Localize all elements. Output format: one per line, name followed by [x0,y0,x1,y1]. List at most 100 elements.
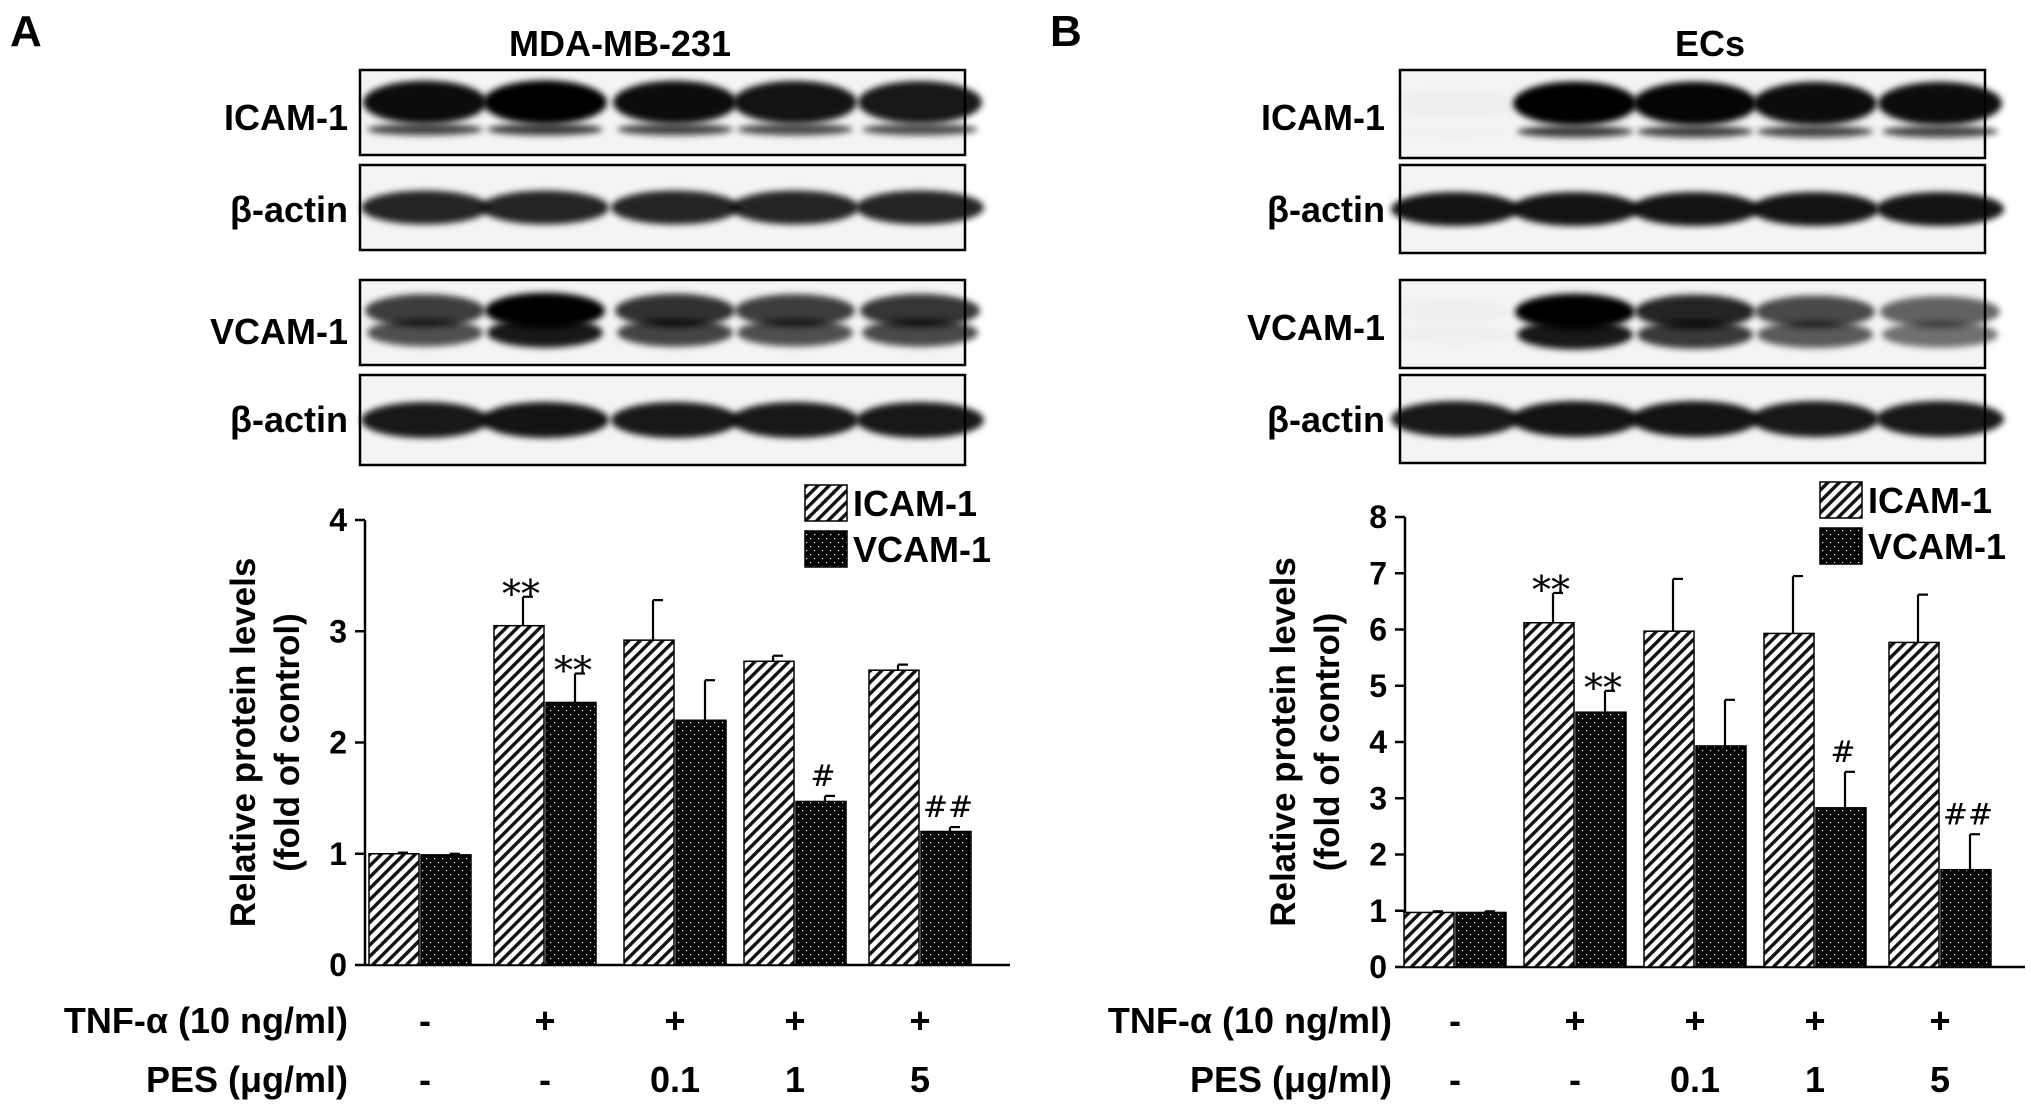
pes-value: 1 [1805,1059,1825,1100]
y-tick-label: 4 [329,502,347,538]
blot-band [1511,192,1639,226]
bar [1643,630,1695,968]
y-tick-label: 2 [1369,837,1387,873]
legend-swatch [1819,481,1863,519]
panel-a-treatments: - + + + + - - 0.1 1 5 [419,1000,931,1100]
blot-band [615,293,735,328]
significance-marker: ## [923,790,973,825]
panel-b-blot-label-icam: ICAM-1 [1261,97,1385,138]
blot-band [481,402,609,438]
blot-band [860,293,980,328]
blot-band [361,190,489,225]
blot-band [856,402,984,438]
bar [1815,807,1867,968]
blot-band [1753,81,1877,126]
blot-band-lower [1757,125,1873,138]
blot-band-lower [1882,321,1998,348]
panel-b-actin1-bands [1391,192,2004,226]
panel-b-blot-label-actin2: β-actin [1267,399,1385,440]
bar [545,701,597,966]
blot-band [1878,81,2002,126]
blot-band [735,294,855,328]
y-tick-label: 2 [329,725,347,761]
blot-band [1513,81,1637,126]
bar [675,719,727,966]
blot-band [1515,293,1635,330]
blot-band-lower [1397,324,1513,344]
bar [1695,745,1747,968]
y-tick-label: 5 [1369,668,1387,704]
blot-band [1391,192,1519,226]
panel-b-blot-label-vcam: VCAM-1 [1247,307,1385,348]
pes-value: 5 [910,1059,930,1100]
blot-band [1751,192,1879,226]
tnf-value: + [784,1000,805,1041]
blot-band-lower [737,318,853,347]
tnf-value: - [419,1000,431,1041]
panel-b-tnf-label: TNF-α (10 ng/ml) [1108,1000,1392,1041]
pes-value: 0.1 [1670,1059,1720,1100]
blot-band [483,80,607,125]
bar [920,830,972,966]
y-axis-label: (fold of control) [1308,613,1347,872]
significance-marker: # [810,759,835,794]
y-tick-label: 3 [329,613,347,649]
significance-marker: ** [502,572,540,616]
significance-marker: ** [1532,568,1570,612]
blot-band [1631,192,1759,226]
blot-band [611,190,739,225]
panel-b-vcam-bands [1397,293,2000,350]
tnf-value: + [1684,1000,1705,1041]
blot-band-lower [487,317,603,348]
blot-band-lower [367,318,483,347]
y-tick-label: 0 [329,947,347,983]
significance-marker: # [1830,735,1855,770]
bar [493,624,545,966]
pes-value: - [419,1059,431,1100]
blot-band-lower [862,123,978,136]
panel-a-blot-label-vcam: VCAM-1 [210,311,348,352]
pes-value: 5 [1930,1059,1950,1100]
blot-band [731,190,859,225]
panel-b-letter: B [1050,7,1082,56]
blot-band-lower [617,123,733,136]
panel-b-bar-chart: 0 1 2 3 4 5 6 7 8 Relative protein levels (fold of… [1264,480,2025,985]
blot-band-lower [367,123,483,136]
panel-a-bar-chart: 0 1 2 3 4 Relative protein levels (fold of con… [224,483,1010,983]
legend-swatch [804,484,848,522]
panel-a-pes-label: PES (μg/ml) [146,1059,348,1100]
bar [795,800,847,966]
bar [1940,868,1992,968]
legend-label: ICAM-1 [853,483,977,524]
pes-value: - [1569,1059,1581,1100]
tnf-value: + [1929,1000,1950,1041]
y-tick-label: 0 [1369,949,1387,985]
blot-band [481,190,609,225]
panel-b-icam-bands [1513,81,2002,138]
y-tick-label: 1 [1369,893,1387,929]
blot-band [733,80,857,124]
blot-band [1391,401,1519,437]
blot-band [1755,295,1875,328]
blot-band [1635,294,1755,329]
bar [420,854,472,966]
panel-a-blot-label-actin2: β-actin [230,399,348,440]
panel-b-cell-line: ECs [1675,23,1745,64]
panel-a-actin1-bands [361,190,984,225]
blot-band [1631,401,1759,437]
blot-band [1633,81,1757,126]
blot-band-lower [737,123,853,136]
bar [743,660,795,966]
blot-band [1880,296,2000,328]
y-tick-label: 3 [1369,780,1387,816]
significance-marker: ## [1943,797,1993,832]
bar [1575,711,1627,968]
panel-a-letter: A [10,7,42,56]
panel-b-treatments: - + + + + - - 0.1 1 5 [1449,1000,1951,1100]
tnf-value: + [534,1000,555,1041]
blot-band [365,294,485,328]
y-tick-label: 1 [329,836,347,872]
bar [868,669,920,966]
pes-value: 1 [785,1059,805,1100]
